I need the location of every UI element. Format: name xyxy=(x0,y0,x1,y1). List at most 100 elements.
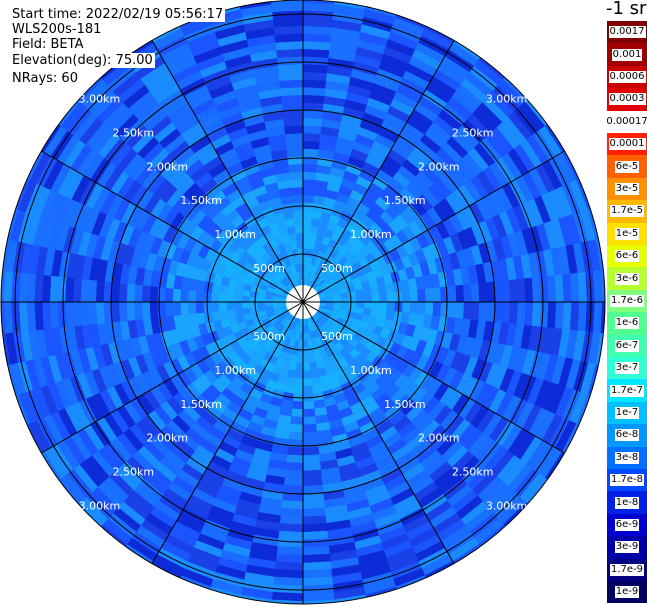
range-gate-cell xyxy=(256,301,266,308)
range-gate-cell xyxy=(295,232,304,242)
range-gate-cell xyxy=(417,288,427,303)
range-ring-label: 3.00km xyxy=(486,92,528,105)
colorbar-level-label: 6e-6 xyxy=(614,250,640,263)
range-gate-cell xyxy=(340,296,350,303)
range-gate-cell xyxy=(294,224,304,234)
range-gate-cell xyxy=(288,431,304,441)
range-gate-cell xyxy=(287,439,304,449)
range-ring-label: 1.50km xyxy=(384,398,426,411)
range-gate-cell xyxy=(280,507,304,518)
range-gate-cell xyxy=(270,599,304,604)
colorbar-level: 0.001 xyxy=(607,43,647,66)
range-ring-label: 1.00km xyxy=(214,364,256,377)
colorbar-level: 1.7e-8 xyxy=(607,469,647,492)
range-ring-label: 2.50km xyxy=(113,126,155,139)
range-gate-cell xyxy=(225,301,235,311)
range-gate-cell xyxy=(264,301,273,307)
range-gate-cell xyxy=(478,301,488,322)
range-gate-cell xyxy=(302,507,326,518)
range-gate-cell xyxy=(297,255,304,265)
range-gate-cell xyxy=(417,301,427,316)
range-ring-label: 500m xyxy=(321,262,353,275)
azimuth-spoke xyxy=(41,150,304,303)
range-gate-cell xyxy=(424,301,434,316)
range-gate-cell xyxy=(600,269,605,303)
azimuth-spoke xyxy=(41,301,304,454)
range-gate-cell xyxy=(302,194,315,204)
range-ring-label: 2.50km xyxy=(452,466,494,479)
range-gate-cell xyxy=(302,140,321,150)
range-gate-cell xyxy=(110,301,121,323)
range-gate-cell xyxy=(291,194,304,204)
colorbar-level-label: 0.0017 xyxy=(608,26,646,39)
range-gate-cell xyxy=(302,178,317,188)
colorbar-level: 1e-8 xyxy=(607,491,647,514)
colorbar-level-label: 0.00017 xyxy=(605,115,647,128)
range-gate-cell xyxy=(284,125,304,135)
range-gate-cell xyxy=(455,301,465,320)
range-gate-cell xyxy=(302,431,318,441)
range-gate-cell xyxy=(371,301,381,311)
range-gate-cell xyxy=(282,109,304,120)
range-gate-cell xyxy=(287,155,304,165)
colorbar-level-label: 1.7e-6 xyxy=(609,294,645,307)
range-gate-cell xyxy=(355,288,365,297)
range-ring-label: 1.50km xyxy=(180,194,222,207)
range-gate-cell xyxy=(293,378,304,387)
range-gate-cell xyxy=(409,289,419,303)
range-gate-cell xyxy=(302,155,319,165)
range-gate-cell xyxy=(284,132,304,142)
colorbar-level: 1.7e-9 xyxy=(607,558,647,581)
range-ring-label: 1.00km xyxy=(214,228,256,241)
colorbar-level-label: 3e-8 xyxy=(614,451,640,464)
range-gate-cell xyxy=(233,301,243,310)
range-gate-cell xyxy=(302,416,317,426)
unit-label: -1 sr xyxy=(606,0,647,19)
range-gate-cell xyxy=(440,301,450,318)
range-gate-cell xyxy=(363,294,373,303)
colorbar-level-label: 1.7e-7 xyxy=(609,384,645,397)
colorbar-level-label: 1e-9 xyxy=(614,586,640,599)
range-gate-cell xyxy=(289,240,298,250)
range-gate-cell xyxy=(470,283,480,303)
range-gate-cell xyxy=(290,408,304,418)
range-ring-label: 2.00km xyxy=(418,160,460,173)
range-gate-cell xyxy=(348,296,358,303)
range-gate-cell xyxy=(187,289,197,303)
range-gate-cell xyxy=(440,286,450,303)
range-gate-cell xyxy=(210,301,220,312)
range-gate-cell xyxy=(293,209,304,219)
range-gate-cell xyxy=(289,178,304,188)
azimuth-spoke xyxy=(151,40,304,303)
colorbar-level-label: 0.0001 xyxy=(608,138,646,151)
colorbar-level: 6e-7 xyxy=(607,334,647,357)
range-gate-cell xyxy=(485,281,496,303)
range-gate-cell xyxy=(233,294,243,303)
range-gate-cell xyxy=(463,283,473,303)
range-gate-cell xyxy=(302,423,317,433)
range-gate-cell xyxy=(241,301,250,309)
range-ring-label: 2.00km xyxy=(146,160,188,173)
colorbar-level: 1.7e-7 xyxy=(607,379,647,402)
range-gate-cell xyxy=(302,109,324,120)
range-gate-cell xyxy=(308,354,317,364)
range-gate-cell xyxy=(179,288,189,303)
range-gate-cell xyxy=(195,301,205,314)
range-gate-cell xyxy=(302,86,326,97)
range-gate-cell xyxy=(288,232,297,243)
range-gate-cell xyxy=(156,286,166,303)
range-gate-cell xyxy=(280,86,304,97)
range-gate-cell xyxy=(302,186,316,196)
range-gate-cell xyxy=(133,283,143,303)
range-gate-cell xyxy=(302,599,336,604)
range-gate-cell xyxy=(302,385,313,395)
range-gate-cell xyxy=(447,285,457,303)
range-gate-cell xyxy=(302,370,312,380)
range-gate-cell xyxy=(302,125,322,135)
range-gate-cell xyxy=(248,301,258,308)
range-gate-cell xyxy=(210,292,220,303)
range-gate-cell xyxy=(87,279,98,303)
range-gate-cell xyxy=(302,117,323,127)
range-gate-cell xyxy=(302,454,321,464)
range-gate-cell xyxy=(293,217,304,226)
